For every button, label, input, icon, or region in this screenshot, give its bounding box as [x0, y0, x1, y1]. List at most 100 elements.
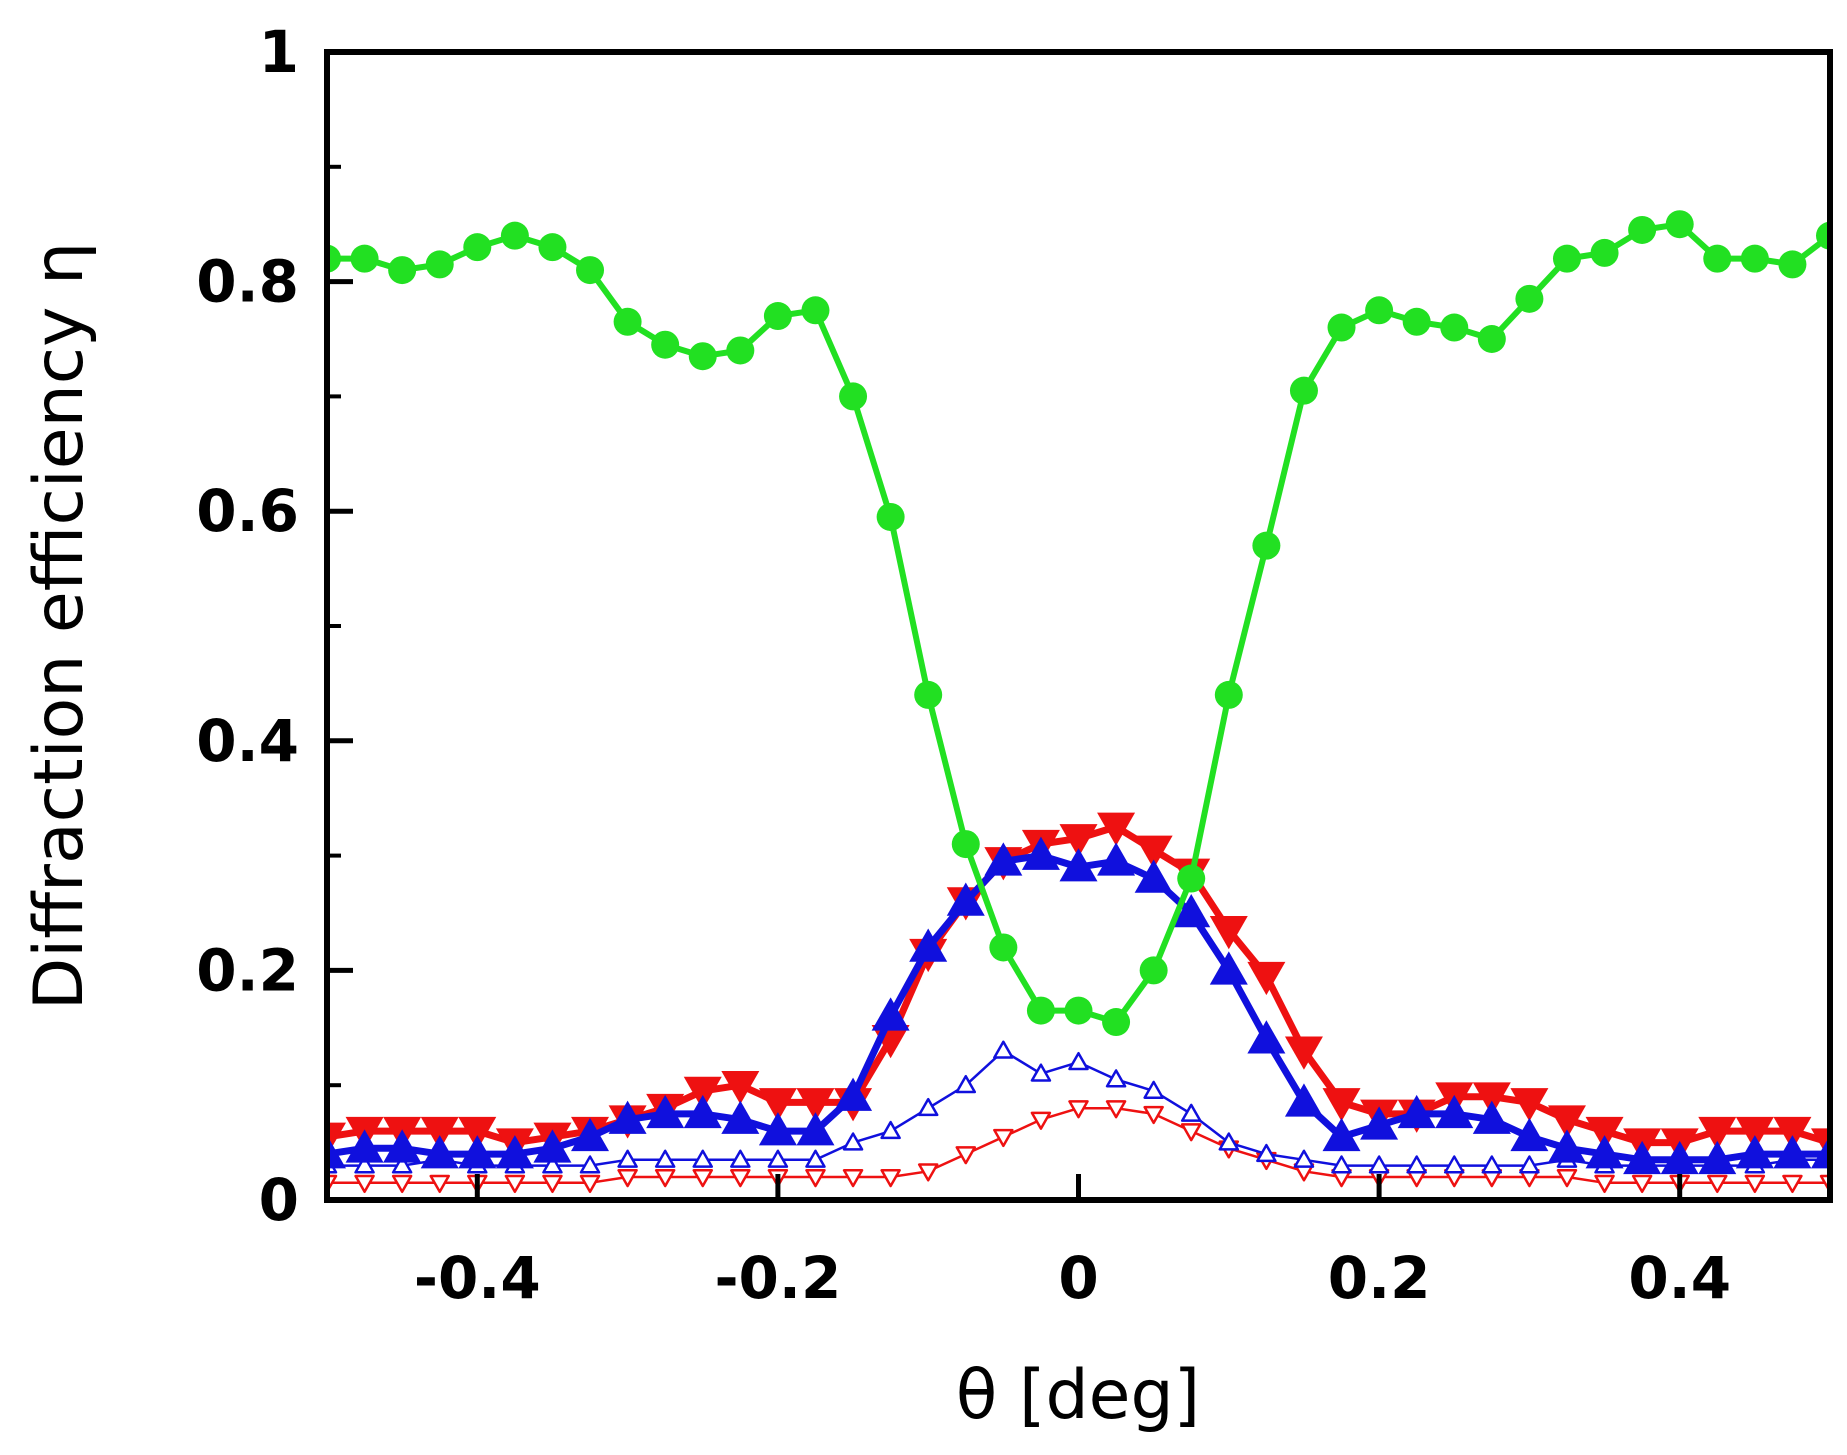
data-point — [688, 342, 717, 371]
data-point — [763, 302, 792, 331]
y-tick-label: 0.8 — [196, 248, 299, 316]
data-point — [388, 256, 417, 285]
data-point — [608, 1100, 647, 1134]
data-point — [842, 1169, 864, 1188]
data-point — [1180, 1103, 1202, 1122]
data-point — [1547, 1105, 1586, 1139]
data-point — [1059, 848, 1098, 882]
data-point — [767, 1149, 789, 1168]
data-point — [1247, 961, 1286, 996]
data-point — [327, 1135, 346, 1169]
data-point — [1703, 244, 1732, 273]
y-axis-title: Diffraction efficiency η — [20, 242, 99, 1010]
data-point — [801, 296, 830, 325]
data-point — [842, 1132, 864, 1151]
data-point — [955, 1146, 977, 1165]
data-point — [542, 1174, 563, 1194]
data-point — [1143, 1080, 1164, 1099]
data-point — [1435, 1094, 1474, 1129]
data-point — [1660, 1140, 1699, 1175]
data-point — [726, 336, 755, 365]
data-point — [1102, 1008, 1131, 1037]
x-axis-title: θ [deg] — [956, 1356, 1200, 1435]
data-point — [721, 1100, 760, 1134]
data-point — [683, 1076, 722, 1110]
data-point — [758, 1112, 797, 1146]
data-point — [350, 244, 379, 273]
data-point — [1440, 313, 1469, 342]
data-point — [1209, 951, 1248, 985]
data-point — [805, 1149, 826, 1168]
data-point — [579, 1155, 601, 1174]
data-point — [458, 1116, 497, 1151]
data-point — [495, 1135, 534, 1169]
data-point — [1773, 1116, 1812, 1151]
data-point — [1735, 1135, 1774, 1169]
data-point — [1218, 1132, 1240, 1151]
y-tick-label: 0.4 — [196, 707, 299, 775]
data-point — [538, 233, 567, 262]
data-point — [1402, 307, 1431, 336]
data-point — [420, 1135, 459, 1169]
data-point — [1360, 1106, 1399, 1140]
data-point — [1510, 1088, 1549, 1122]
x-tick-label: -0.4 — [414, 1244, 541, 1312]
y-tick-label: 0.2 — [196, 936, 299, 1004]
data-point — [1284, 1036, 1323, 1070]
data-point — [617, 1169, 638, 1188]
data-point — [1134, 859, 1173, 893]
data-point — [1510, 1117, 1549, 1152]
data-point — [1740, 244, 1769, 273]
data-point — [1064, 996, 1093, 1025]
data-point — [354, 1155, 375, 1174]
data-point — [880, 1169, 901, 1188]
data-point — [576, 256, 605, 285]
data-point — [1322, 1117, 1361, 1152]
data-point — [1515, 284, 1544, 313]
x-tick-label: 0.2 — [1328, 1244, 1431, 1312]
data-point — [909, 928, 948, 962]
data-point — [1698, 1116, 1737, 1151]
data-point — [1519, 1155, 1540, 1174]
data-point — [834, 1077, 873, 1111]
data-point — [654, 1149, 676, 1168]
data-point — [1134, 835, 1173, 869]
data-point — [1247, 1020, 1286, 1054]
data-point — [1143, 1105, 1164, 1125]
data-point — [993, 1040, 1014, 1059]
data-point — [654, 1169, 676, 1188]
data-point — [1030, 1063, 1052, 1082]
data-point — [1406, 1155, 1427, 1174]
data-point — [391, 1155, 413, 1174]
data-point — [955, 1074, 977, 1094]
data-point — [1631, 1174, 1653, 1194]
data-point — [1585, 1135, 1624, 1169]
data-point — [429, 1174, 450, 1194]
data-point — [1059, 824, 1098, 858]
series--1-order — [327, 812, 1830, 1162]
data-point — [463, 233, 492, 262]
data-point — [651, 330, 680, 359]
data-point — [613, 307, 642, 336]
data-point — [354, 1174, 375, 1194]
data-point — [1105, 1100, 1127, 1119]
x-tick-label: 0 — [1058, 1244, 1098, 1312]
data-point — [1289, 376, 1318, 405]
data-point — [1030, 1111, 1052, 1130]
data-point — [721, 1070, 760, 1105]
data-point — [1214, 680, 1243, 709]
data-point — [1477, 325, 1506, 353]
data-point — [880, 1120, 901, 1140]
x-tick-label: -0.2 — [714, 1244, 841, 1312]
data-point — [1444, 1155, 1465, 1174]
data-point — [993, 1128, 1014, 1148]
data-point — [914, 680, 943, 709]
data-point — [692, 1169, 713, 1188]
data-point — [383, 1129, 422, 1163]
data-point — [542, 1155, 563, 1174]
y-tick-label: 0.6 — [196, 477, 299, 545]
data-point — [1209, 915, 1248, 950]
data-point — [758, 1088, 797, 1122]
plot-frame — [324, 49, 1833, 1203]
